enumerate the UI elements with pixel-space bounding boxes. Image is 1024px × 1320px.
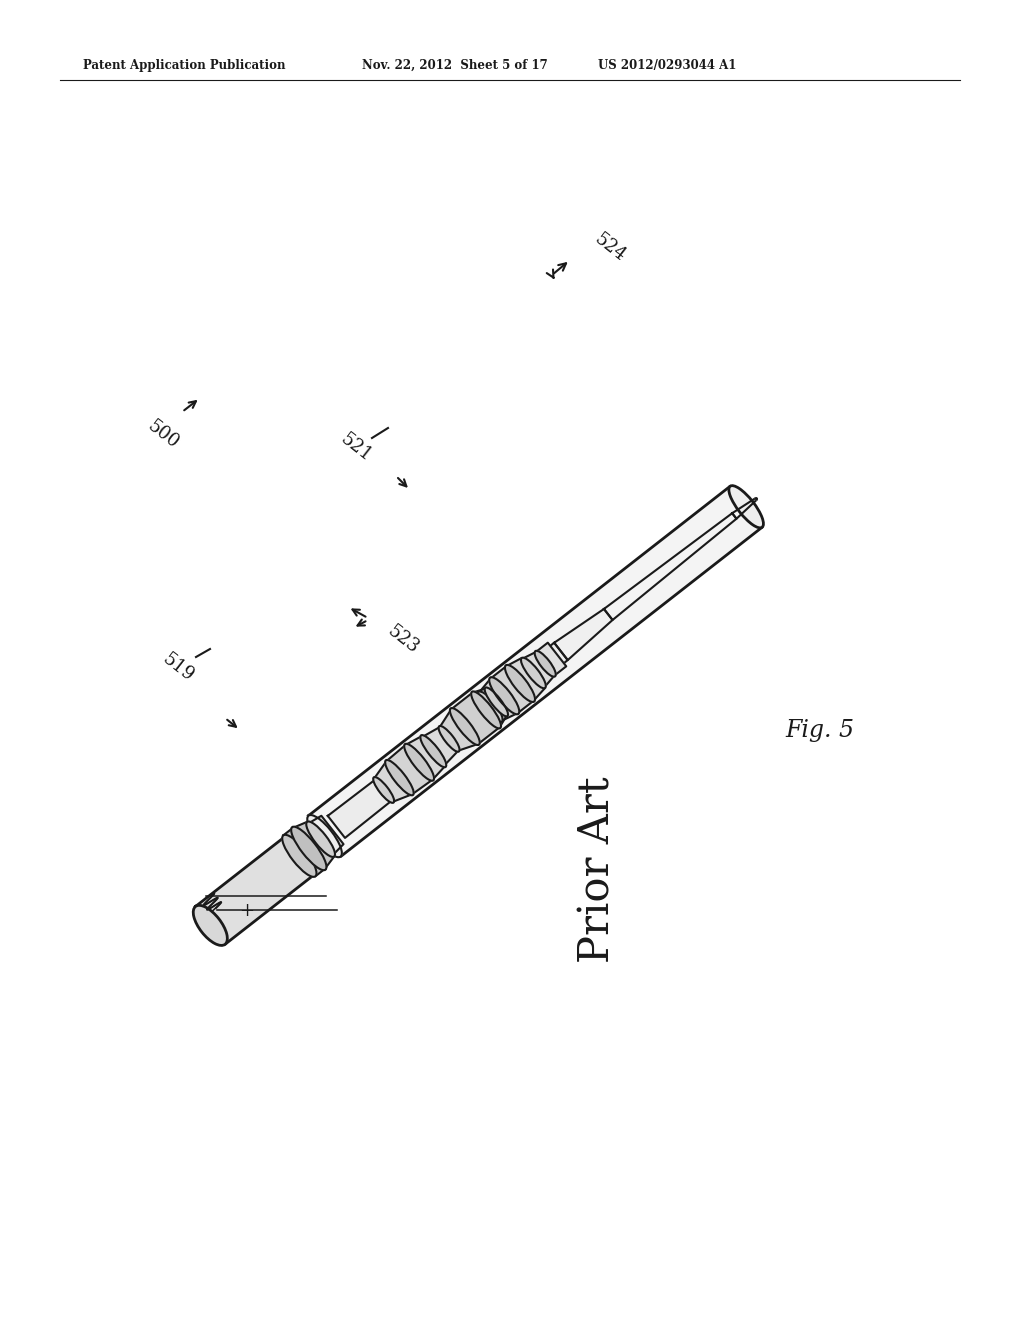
Ellipse shape — [194, 906, 227, 945]
Ellipse shape — [489, 677, 519, 714]
Ellipse shape — [283, 834, 316, 876]
Ellipse shape — [477, 692, 503, 722]
Ellipse shape — [291, 826, 327, 870]
Ellipse shape — [471, 692, 501, 729]
Polygon shape — [536, 643, 566, 676]
Ellipse shape — [404, 743, 434, 780]
Ellipse shape — [484, 688, 508, 717]
Polygon shape — [196, 833, 319, 944]
Polygon shape — [554, 609, 612, 660]
Polygon shape — [375, 762, 413, 801]
Polygon shape — [293, 822, 334, 869]
Polygon shape — [472, 689, 507, 727]
Ellipse shape — [385, 760, 414, 796]
Polygon shape — [732, 498, 757, 519]
Ellipse shape — [729, 486, 764, 528]
Polygon shape — [406, 737, 445, 780]
Ellipse shape — [756, 498, 758, 500]
Ellipse shape — [420, 735, 446, 767]
Polygon shape — [328, 643, 567, 838]
Text: Nov. 22, 2012  Sheet 5 of 17: Nov. 22, 2012 Sheet 5 of 17 — [362, 58, 548, 71]
Polygon shape — [440, 709, 478, 751]
Ellipse shape — [306, 821, 335, 857]
Text: Prior Art: Prior Art — [577, 776, 618, 964]
Ellipse shape — [521, 657, 546, 688]
Ellipse shape — [505, 665, 535, 702]
Polygon shape — [507, 657, 545, 701]
Ellipse shape — [450, 708, 480, 744]
Text: 521: 521 — [337, 430, 375, 466]
Polygon shape — [284, 828, 325, 876]
Polygon shape — [522, 652, 554, 688]
Ellipse shape — [438, 726, 460, 752]
Polygon shape — [479, 678, 518, 721]
Text: 500: 500 — [144, 417, 182, 453]
Polygon shape — [452, 693, 500, 744]
Text: +: + — [240, 902, 254, 920]
Text: Fig. 5: Fig. 5 — [785, 718, 854, 742]
Ellipse shape — [307, 814, 342, 857]
Text: US 2012/0293044 A1: US 2012/0293044 A1 — [598, 58, 736, 71]
Polygon shape — [308, 816, 343, 855]
Ellipse shape — [535, 651, 556, 677]
Text: Patent Application Publication: Patent Application Publication — [83, 58, 286, 71]
Polygon shape — [308, 486, 762, 857]
Polygon shape — [490, 667, 534, 713]
Polygon shape — [604, 513, 736, 620]
Polygon shape — [422, 727, 459, 766]
Text: 523: 523 — [384, 622, 422, 657]
Polygon shape — [386, 744, 433, 795]
Text: 519: 519 — [159, 651, 197, 685]
Ellipse shape — [373, 777, 394, 803]
Text: 524: 524 — [591, 231, 629, 265]
